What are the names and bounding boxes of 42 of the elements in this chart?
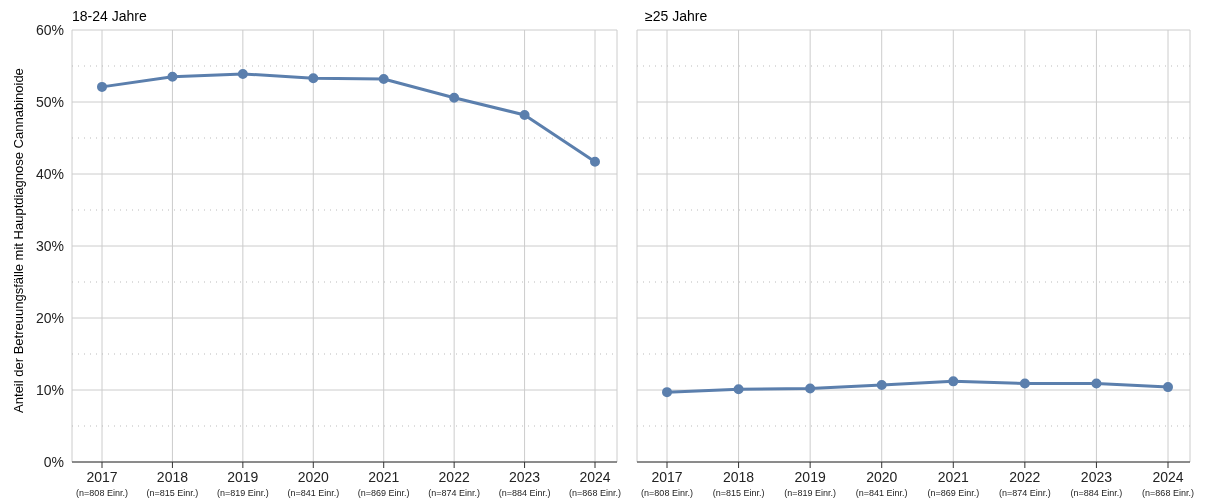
point <box>876 379 887 390</box>
x-tick-label: 2017 (n=808 Einr.) <box>641 469 693 498</box>
point <box>167 71 178 82</box>
x-tick-label: 2021 (n=869 Einr.) <box>927 469 980 498</box>
x-tick-label: 2024 (n=868 Einr.) <box>569 469 621 498</box>
point <box>1163 382 1173 393</box>
x-tick-label: 2019 (n=819 Einr.) <box>216 469 269 498</box>
y-tick-label: 60% <box>35 21 64 38</box>
y-tick-label: 40% <box>35 165 64 182</box>
x-tick-label: 2024 (n=868 Einr.) <box>1142 469 1194 498</box>
y-axis-title: Anteil der Betreuungsfälle mit Hauptdiagnose Cannabinoide <box>10 67 26 415</box>
x-tick-label: 2020 (n=841 Einr.) <box>287 469 340 498</box>
x-tick-label: 2023 (n=884 Einr.) <box>1070 469 1123 498</box>
x-tick-label: 2022 (n=874 Einr.) <box>428 469 481 498</box>
x-tick-label: 2019 (n=819 Einr.) <box>784 469 837 498</box>
x-tick-label: 2020 (n=841 Einr.) <box>855 469 908 498</box>
y-tick-label: 30% <box>35 237 64 254</box>
point <box>378 73 389 84</box>
point <box>662 387 672 398</box>
y-tick-label: 0% <box>43 453 64 470</box>
point <box>733 384 744 395</box>
point <box>97 81 107 92</box>
x-tick-label: 2017 (n=808 Einr.) <box>76 469 128 498</box>
point <box>590 156 600 167</box>
chart-title: ≥25 Jahre <box>645 8 708 24</box>
x-tick-label: 2018 (n=815 Einr.) <box>146 469 199 498</box>
point <box>308 73 319 84</box>
y-tick-label: 50% <box>35 93 64 110</box>
point <box>519 109 530 120</box>
y-tick-label: 10% <box>35 381 64 398</box>
point <box>805 383 816 394</box>
point <box>449 92 460 103</box>
point <box>1091 378 1102 389</box>
x-tick-label: 2023 (n=884 Einr.) <box>498 469 551 498</box>
x-tick-label: 2022 (n=874 Einr.) <box>998 469 1051 498</box>
point <box>948 376 959 387</box>
point <box>237 68 248 79</box>
y-tick-label: 20% <box>35 309 64 326</box>
x-tick-label: 2021 (n=869 Einr.) <box>357 469 410 498</box>
point <box>1019 378 1030 389</box>
x-tick-label: 2018 (n=815 Einr.) <box>712 469 765 498</box>
chart-title: 18-24 Jahre <box>72 8 147 24</box>
